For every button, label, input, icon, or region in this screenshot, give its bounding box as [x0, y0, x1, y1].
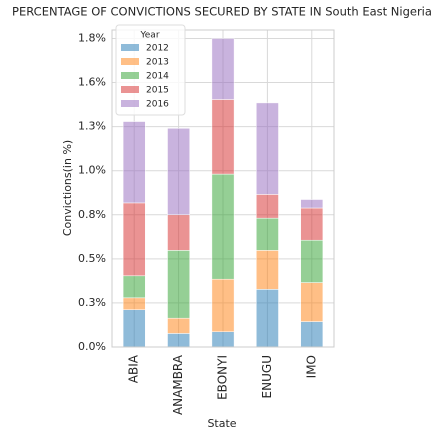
y-tick-label: 0.0%: [78, 340, 106, 353]
bar-segment: [167, 317, 190, 334]
bar-segment: [167, 214, 190, 251]
legend-swatch: [121, 44, 139, 51]
bar-segment: [256, 217, 279, 251]
bar-segment: [300, 239, 324, 283]
legend-swatch: [121, 86, 139, 93]
bar-segment: [122, 121, 146, 204]
legend-swatch: [121, 100, 139, 107]
y-tick-label: 1.6%: [78, 76, 106, 89]
bar-segment: [167, 128, 190, 216]
legend: Year 2012 2013 2014 2015 2016: [115, 24, 186, 116]
bar-segment: [300, 207, 324, 241]
bar-segment: [211, 99, 235, 175]
legend-label: 2015: [146, 86, 169, 96]
x-axis-label: State: [207, 417, 236, 430]
bar-segment: [211, 278, 235, 332]
bar-segment: [300, 282, 324, 322]
y-tick-label: 0.3%: [78, 296, 106, 309]
bar-segment: [122, 202, 146, 277]
y-tick-label: 0.5%: [78, 252, 106, 265]
bar-segment: [167, 250, 190, 319]
plot-frame: [111, 29, 335, 348]
bar-segment: [122, 275, 146, 299]
x-tick-label: IMO: [304, 355, 318, 378]
legend-label: 2012: [146, 44, 169, 54]
legend-swatch: [121, 58, 139, 65]
bar-segment: [256, 289, 279, 348]
bar-segment: [300, 321, 324, 348]
legend-label: 2014: [146, 72, 169, 82]
y-tick-label: 0.8%: [78, 208, 106, 221]
x-tick-label: EBONYI: [216, 355, 230, 400]
bar-segment: [256, 250, 279, 290]
bar-segment: [167, 333, 190, 348]
bar-segment: [256, 194, 279, 219]
legend-label: 2016: [146, 100, 169, 110]
legend-label: 2013: [146, 58, 169, 68]
x-tick-label: ANAMBRA: [171, 354, 185, 415]
bar-segment: [211, 173, 235, 280]
bar-segment: [256, 102, 279, 195]
bar-segment: [300, 199, 324, 209]
x-tick-label: ENUGU: [260, 355, 274, 398]
y-axis-label: Convictions(in %): [61, 140, 74, 236]
bar-segment: [122, 297, 146, 310]
bar-segment: [211, 331, 235, 348]
chart-title: PERCENTAGE OF CONVICTIONS SECURED BY STA…: [12, 5, 432, 19]
legend-swatch: [121, 72, 139, 79]
y-tick-label: 1.8%: [78, 31, 106, 44]
y-tick-label: 1.3%: [78, 120, 106, 133]
y-tick-label: 1.0%: [78, 164, 106, 177]
bar-segment: [211, 38, 235, 100]
legend-title: Year: [139, 31, 159, 41]
x-tick-label: ABIA: [127, 354, 141, 383]
bar-segment: [122, 309, 146, 348]
